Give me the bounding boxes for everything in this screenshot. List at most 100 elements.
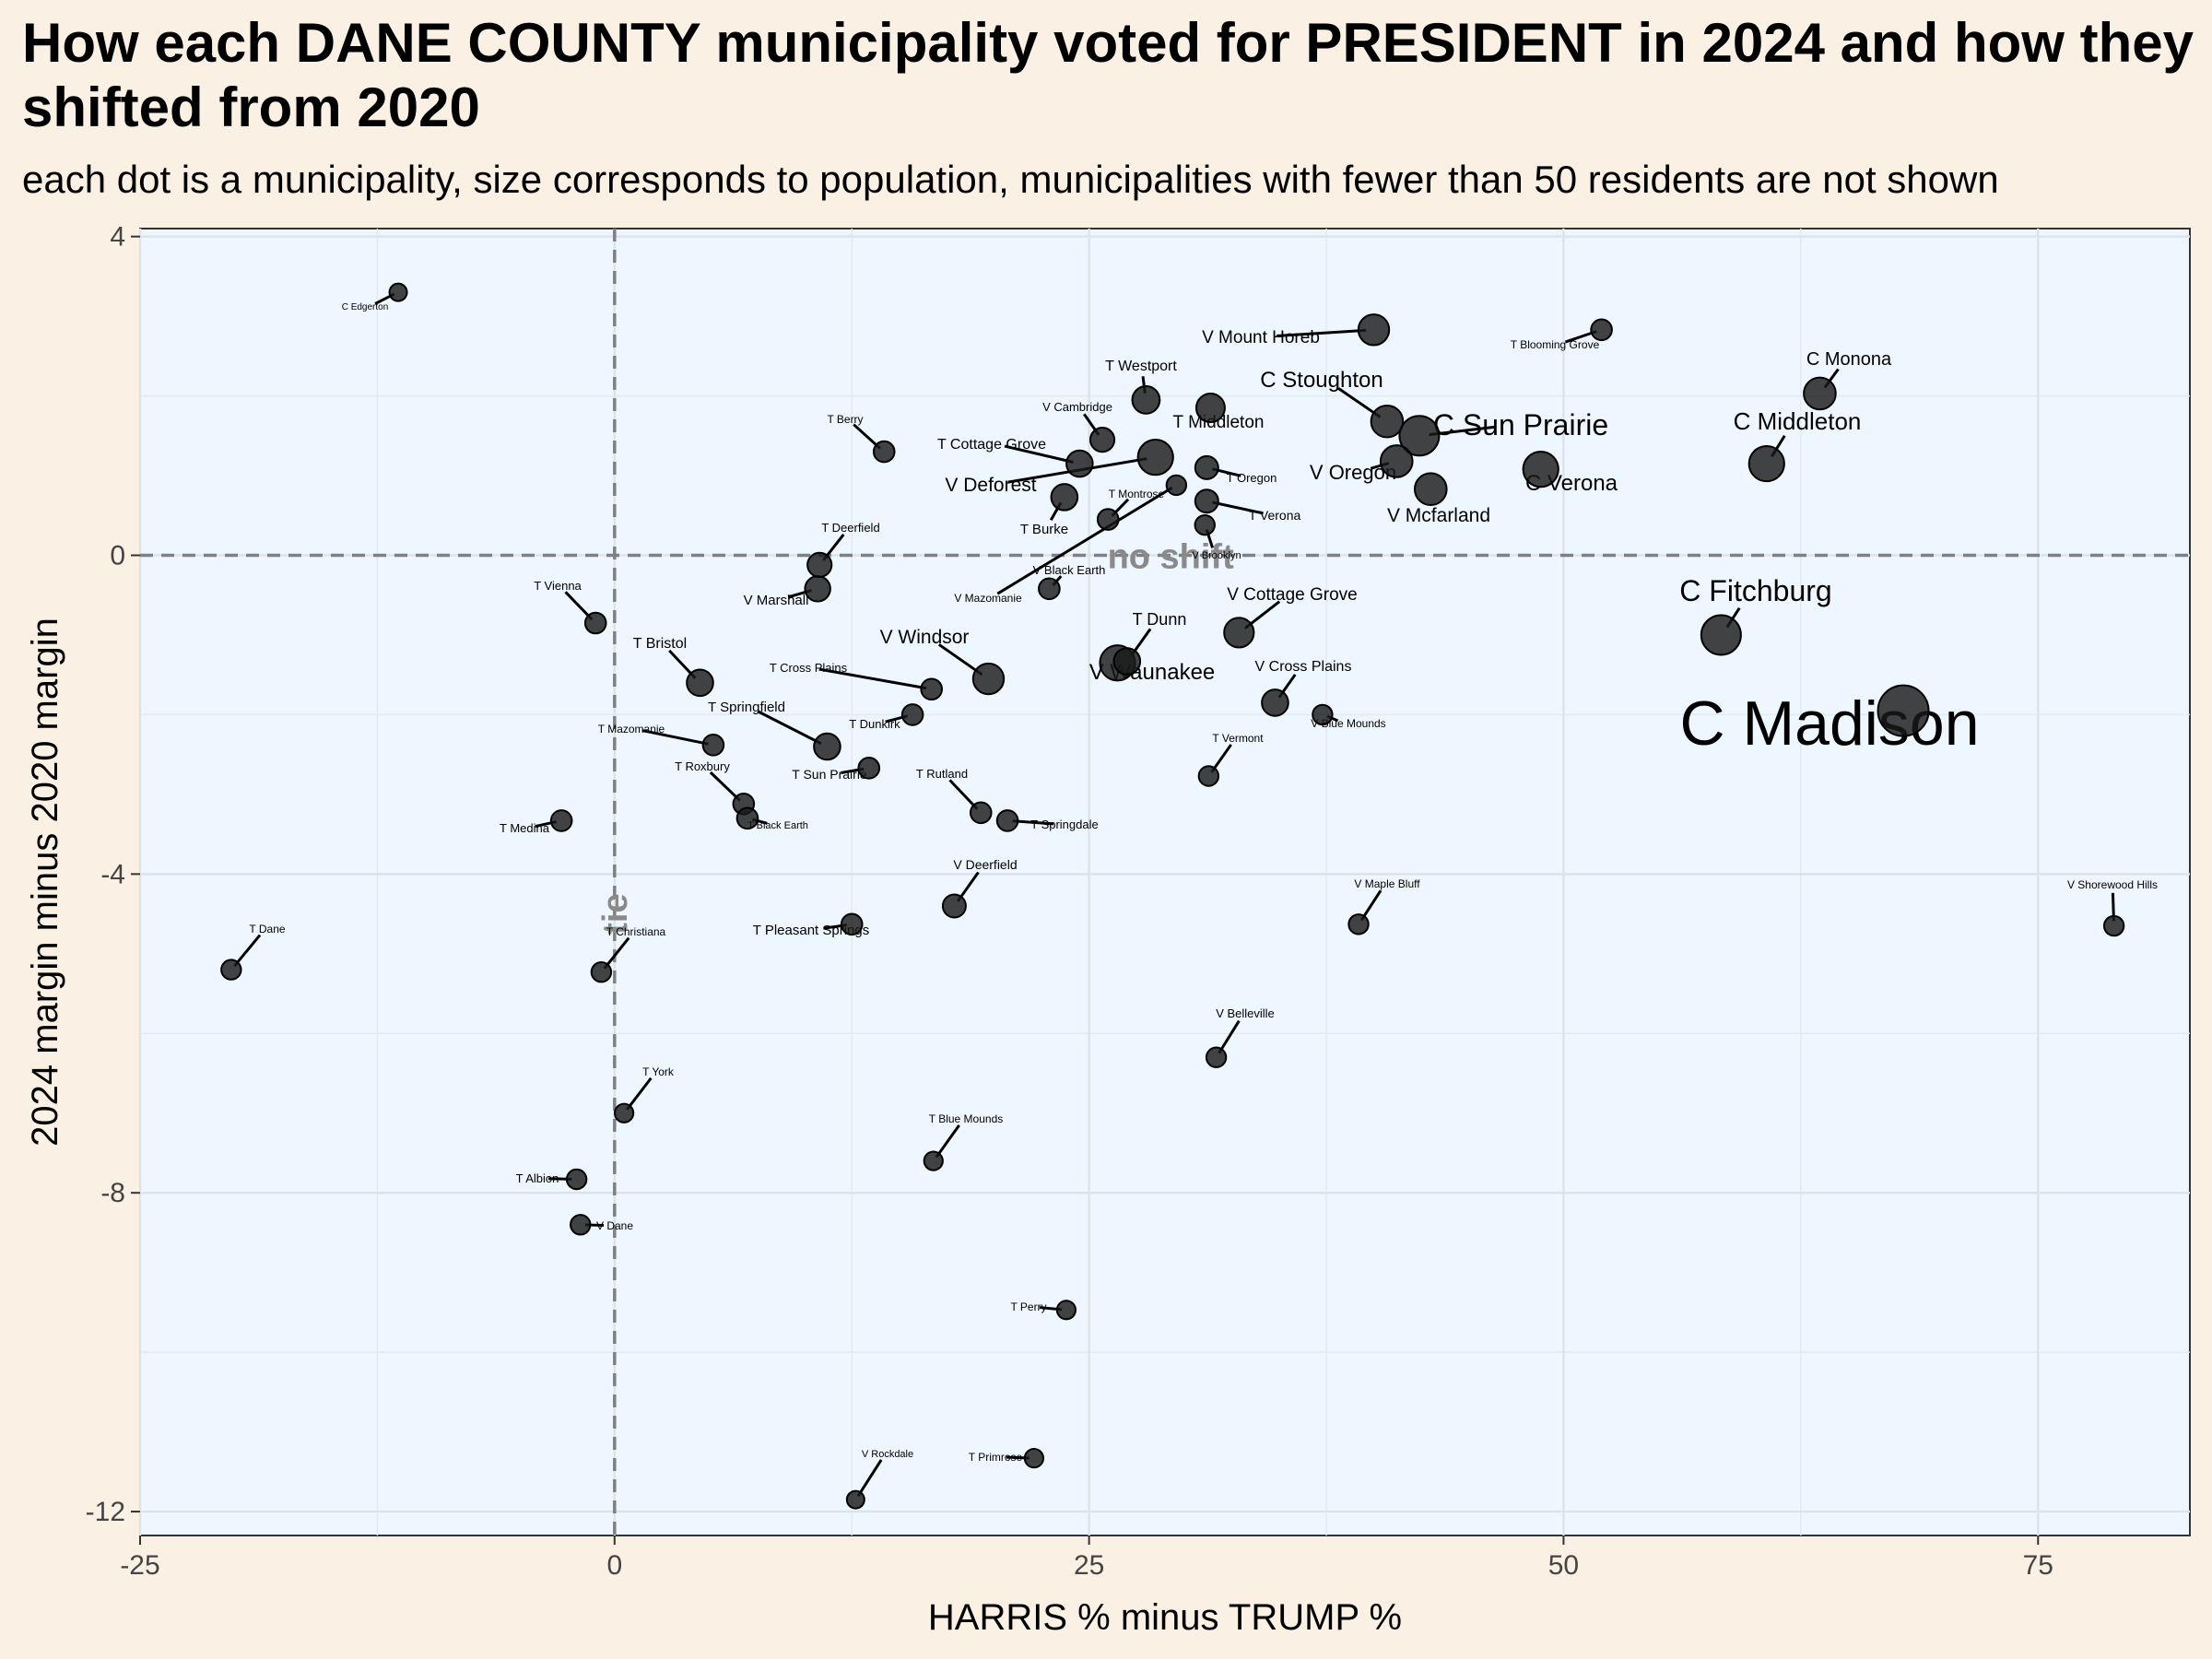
y-tick-label: 4 (110, 222, 125, 253)
point-t-sun-prairie (857, 757, 881, 780)
point-c-madison (1877, 684, 1930, 737)
point-label-t-perry: T Perry (1010, 1300, 1046, 1313)
point-label-c-monona: C Monona (1806, 349, 1892, 370)
point-label-t-blue-mounds: T Blue Mounds (929, 1112, 1004, 1125)
point-label-t-montrose: T Montrose (1109, 488, 1165, 500)
point-label-t-york: T York (642, 1065, 675, 1078)
x-tick-label: -25 (120, 1550, 159, 1581)
point-label-t-black-earth: T Black Earth (747, 820, 808, 831)
tie-label: tie (596, 893, 635, 934)
leader-line-t-mazomanie (641, 729, 709, 746)
point-t-perry (1055, 1300, 1077, 1321)
point-label-t-springdale: T Springdale (1030, 818, 1098, 831)
leader-line-t-springdale (1012, 819, 1054, 826)
point-v-rockdale (845, 1489, 865, 1510)
leader-line-t-york (626, 1077, 653, 1111)
leader-line-t-roxbury (709, 771, 741, 802)
point-v-black-earth (1038, 577, 1061, 601)
point-label-t-sun-prairie: T Sun Prairie (792, 767, 867, 782)
point-t-burke (1050, 483, 1079, 512)
point-label-t-deerfield: T Deerfield (821, 521, 879, 535)
point-c-edgerton (388, 282, 408, 302)
reference-lines: tie no shift (140, 229, 2190, 1535)
leader-line-v-maple-bluff (1359, 889, 1382, 922)
leader-line-t-dane (233, 934, 262, 968)
point-t-black-earth (735, 806, 759, 830)
leader-line-t-springfield (757, 710, 822, 746)
point-t-oregon (1194, 454, 1219, 480)
x-tick-label: 0 (606, 1550, 622, 1581)
point-v-deforest (1136, 439, 1174, 477)
y-tick-label: -8 (100, 1178, 125, 1208)
point-label-t-dunn: T Dunn (1133, 610, 1187, 629)
point-label-c-madison: C Madison (1679, 688, 1979, 759)
point-t-middleton (1194, 393, 1226, 424)
point-label-t-roxbury: T Roxbury (675, 759, 730, 773)
point-c-sun-prairie (1398, 415, 1441, 457)
point-v-belleville (1205, 1046, 1228, 1068)
point-t-rutland (969, 801, 993, 825)
point-v-deerfield (941, 893, 967, 919)
point-v-dane (570, 1214, 592, 1236)
point-t-york (614, 1102, 635, 1124)
point-t-blooming-grove (1590, 318, 1613, 342)
point-label-v-mazomanie: V Mazomanie (954, 592, 1022, 605)
point-label-t-christiana: T Christiana (606, 925, 666, 938)
point-label-t-dane: T Dane (249, 923, 285, 935)
point-t-blue-mounds (923, 1150, 944, 1171)
y-tick-label: 0 (110, 541, 125, 571)
point-v-maple-bluff (1347, 913, 1370, 935)
point-label-t-bristol: T Bristol (633, 636, 687, 652)
leader-line-v-mount-horeb (1276, 328, 1367, 337)
point-label-t-springfield: T Springfield (708, 700, 785, 715)
point-label-v-cambridge: V Cambridge (1042, 400, 1112, 414)
point-c-fitchburg (1700, 614, 1742, 656)
point-label-v-windsor: V Windsor (880, 627, 970, 648)
y-axis-label: 2024 margin minus 2020 margin (25, 618, 65, 1147)
x-tick-label: 25 (1074, 1550, 1104, 1581)
point-v-cross-plains (1261, 688, 1289, 717)
point-t-christiana (590, 961, 613, 983)
point-label-t-primrose: T Primrose (969, 1451, 1023, 1464)
point-v-mcfarland (1413, 472, 1448, 507)
point-c-middleton (1747, 444, 1785, 483)
axis-ticks: -25 0 25 50 75 -12 -8 -4 0 4 (86, 222, 2053, 1581)
point-label-t-blooming-grove: T Blooming Grove (1511, 338, 1600, 351)
point-label-v-rockdale: V Rockdale (862, 1449, 913, 1460)
point-t-primrose (1023, 1448, 1045, 1469)
x-axis-label: HARRIS % minus TRUMP % (928, 1597, 1402, 1638)
leader-line-t-cross-plains (818, 667, 927, 690)
point-label-t-pleasant-springs: T Pleasant Springs (753, 923, 869, 938)
point-v-cambridge (1088, 427, 1116, 453)
point-t-berry (872, 440, 896, 464)
x-tick-label: 75 (2023, 1550, 2053, 1581)
leader-line-c-sun-prairie (1429, 425, 1495, 437)
point-label-c-stoughton: C Stoughton (1260, 368, 1382, 393)
point-v-oregon (1379, 444, 1414, 478)
point-v-mount-horeb (1357, 313, 1391, 347)
point-label-t-westport: T Westport (1105, 359, 1177, 374)
point-t-dunkirk (900, 703, 924, 726)
point-v-blue-mounds (1312, 703, 1334, 726)
point-c-stoughton (1370, 404, 1405, 439)
point-label-v-shorewood-hills: V Shorewood Hills (2067, 878, 2158, 891)
point-t-pleasant-springs (840, 912, 864, 936)
point-label-t-cottage-grove: T Cottage Grove (937, 437, 1046, 453)
x-tick-label: 50 (1548, 1550, 1579, 1581)
point-t-medina (549, 809, 573, 832)
point-t-montrose (1096, 508, 1120, 531)
point-label-t-albion: T Albion (516, 1171, 559, 1185)
leader-line-v-mazomanie (996, 486, 1173, 595)
point-t-springfield (813, 732, 841, 761)
point-t-deerfield (806, 551, 833, 578)
point-label-v-mount-horeb: V Mount Horeb (1202, 328, 1320, 347)
point-label-t-dunkirk: T Dunkirk (849, 717, 900, 731)
point-label-t-rutland: T Rutland (916, 767, 968, 781)
chart-subtitle: each dot is a municipality, size corresp… (22, 158, 1999, 201)
point-label-t-vermont: T Vermont (1212, 732, 1264, 745)
leader-line-v-rockdale (856, 1459, 883, 1497)
leader-line-t-blue-mounds (935, 1124, 960, 1159)
point-label-t-medina: T Medina (500, 821, 550, 835)
point-label-c-edgerton: C Edgerton (342, 302, 389, 312)
